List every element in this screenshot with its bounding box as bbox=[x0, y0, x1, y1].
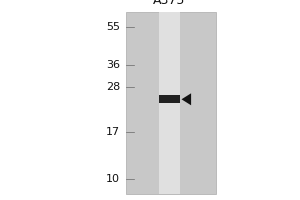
Polygon shape bbox=[182, 93, 191, 105]
Text: 36: 36 bbox=[106, 60, 120, 70]
Text: 10: 10 bbox=[106, 174, 120, 184]
Text: 17: 17 bbox=[106, 127, 120, 137]
Bar bbox=[126, 12, 216, 194]
Bar bbox=[159, 95, 180, 103]
Text: A375: A375 bbox=[153, 0, 186, 7]
Text: 28: 28 bbox=[106, 82, 120, 92]
Bar bbox=[159, 12, 180, 194]
Text: 55: 55 bbox=[106, 22, 120, 32]
